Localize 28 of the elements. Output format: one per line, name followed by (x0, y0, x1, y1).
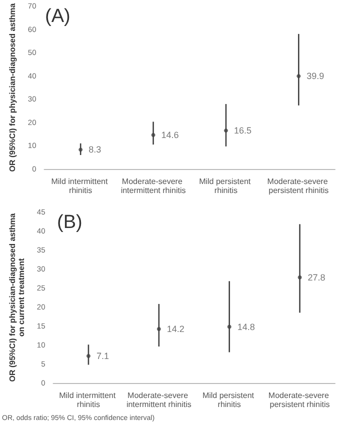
data-label: 14.2 (166, 324, 184, 334)
y-axis-title: OR (95%CI) for physician-diagnosed asthma on current treatment (8, 212, 26, 382)
x-tick-label: Moderate-severe intermittent rhinitis (120, 177, 186, 195)
data-label: 27.8 (308, 272, 326, 282)
x-tick-label: Moderate-severe persistent rhinitis (267, 177, 330, 195)
chart-title: (B) (57, 212, 82, 233)
point (227, 324, 232, 329)
point (86, 354, 90, 358)
data-label: 8.3 (88, 144, 102, 155)
chart-title: (A) (45, 6, 70, 27)
x-tick-label: Moderate-severe intermittent rhinitis (126, 391, 192, 409)
data-label: 14.8 (237, 322, 255, 332)
x-tick-label: Moderate-severe persistent rhinitis (268, 391, 332, 409)
x-tick-label: Mild intermittent rhinitis (59, 391, 118, 409)
x-tick-label: Mild intermittent rhinitis (51, 177, 110, 195)
x-tick-label: Mild persistent rhinitis (199, 177, 253, 195)
x-tick-label: Mild persistent rhinitis (202, 391, 256, 409)
y-axis-title: OR (95%CI) for physician-diagnosed asthma (8, 2, 17, 172)
point (296, 74, 301, 78)
data-label: 7.1 (96, 351, 109, 362)
point (78, 148, 83, 152)
point (298, 275, 302, 280)
point (156, 327, 161, 332)
data-label: 16.5 (234, 126, 252, 136)
point (151, 133, 156, 137)
data-label: 39.9 (306, 71, 324, 82)
point (224, 128, 228, 133)
data-label: 14.6 (161, 130, 179, 140)
